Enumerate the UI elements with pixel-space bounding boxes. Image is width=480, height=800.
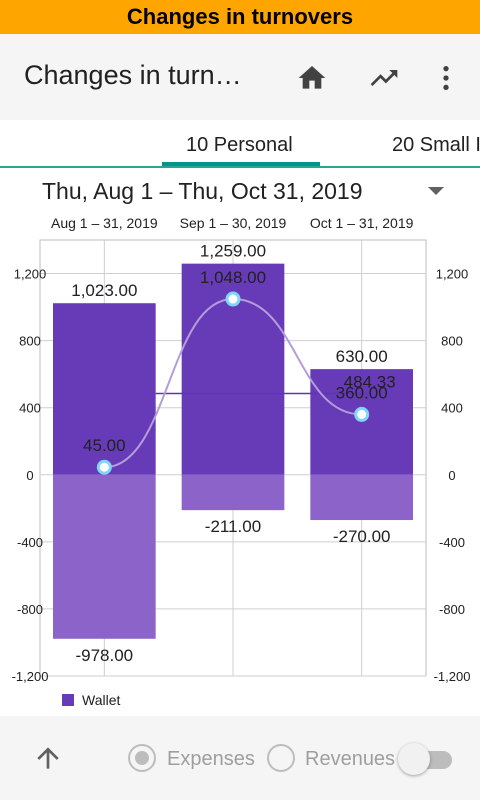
bar-negative bbox=[181, 474, 285, 511]
home-icon[interactable] bbox=[294, 60, 330, 96]
date-range-selector[interactable]: Thu, Aug 1 – Thu, Oct 31, 2019 bbox=[0, 168, 480, 216]
y-tick-label-right: -1,200 bbox=[434, 669, 471, 684]
expenses-radio-dot bbox=[135, 751, 149, 765]
x-category-label: Oct 1 – 31, 2019 bbox=[310, 215, 414, 231]
arrow-up-icon[interactable] bbox=[32, 740, 64, 781]
revenues-label[interactable]: Revenues bbox=[305, 748, 396, 770]
line-point-label: 360.00 bbox=[336, 383, 388, 402]
bar-positive-label: 1,023.00 bbox=[71, 281, 137, 300]
y-tick-label-left: -800 bbox=[17, 602, 43, 617]
chart-legend: Wallet bbox=[62, 692, 120, 708]
y-tick-label-right: 1,200 bbox=[436, 267, 469, 282]
tab-indicator bbox=[162, 162, 320, 166]
expenses-label[interactable]: Expenses bbox=[167, 748, 255, 770]
y-tick-label-left: -1,200 bbox=[12, 669, 49, 684]
dropdown-arrow-icon[interactable] bbox=[428, 187, 444, 195]
line-point-label: 45.00 bbox=[83, 436, 126, 455]
tabs-underline bbox=[0, 166, 480, 168]
bar-negative bbox=[310, 474, 413, 521]
expenses-radio[interactable] bbox=[128, 744, 156, 772]
x-category-label: Aug 1 – 31, 2019 bbox=[51, 215, 158, 231]
bar-positive bbox=[310, 369, 413, 475]
toggle-switch[interactable] bbox=[398, 743, 430, 775]
bar-positive-label: 1,259.00 bbox=[200, 242, 266, 261]
bar-negative-label: -211.00 bbox=[205, 517, 261, 536]
app-title: Changes in turn… bbox=[24, 60, 242, 90]
y-tick-label-right: -800 bbox=[439, 602, 465, 617]
legend-label: Wallet bbox=[82, 692, 121, 708]
banner-title: Changes in turnovers bbox=[126, 4, 354, 29]
legend-swatch bbox=[62, 694, 74, 706]
trending-up-icon[interactable] bbox=[366, 60, 402, 96]
y-tick-label-left: -400 bbox=[17, 535, 43, 550]
y-tick-label-right: 0 bbox=[448, 468, 455, 483]
x-category-label: Sep 1 – 30, 2019 bbox=[180, 215, 287, 231]
y-tick-label-left: 400 bbox=[19, 401, 41, 416]
average-label: 484.33 bbox=[344, 373, 396, 392]
line-point-label: 1,048.00 bbox=[200, 268, 266, 287]
bar-negative bbox=[53, 474, 156, 639]
tab-personal[interactable]: 10 Personal bbox=[186, 134, 293, 156]
date-range-label: Thu, Aug 1 – Thu, Oct 31, 2019 bbox=[42, 178, 363, 204]
y-tick-label-left: 1,200 bbox=[14, 267, 47, 282]
more-vert-icon[interactable] bbox=[428, 60, 464, 96]
y-tick-label-left: 800 bbox=[19, 334, 41, 349]
bar-positive-label: 630.00 bbox=[336, 347, 388, 366]
y-tick-label-right: 400 bbox=[441, 401, 463, 416]
line-point bbox=[96, 459, 112, 475]
line-point bbox=[225, 291, 241, 307]
y-tick-label-left: 0 bbox=[26, 468, 33, 483]
bar-negative-label: -270.00 bbox=[333, 527, 391, 546]
revenues-radio[interactable] bbox=[267, 744, 295, 772]
y-tick-label-right: -400 bbox=[439, 535, 465, 550]
chart-svg: -1,200 -1,200 -800 -800 -400 -400 0 0 400 400 800 8… bbox=[12, 215, 471, 684]
app-bar: Changes in turn… bbox=[0, 34, 480, 120]
tab-bar: 10 Personal 20 Small I bbox=[0, 120, 480, 168]
top-banner: Changes in turnovers bbox=[0, 0, 480, 34]
y-tick-label-right: 800 bbox=[441, 334, 463, 349]
tab-small[interactable]: 20 Small I bbox=[392, 134, 480, 156]
bar-negative-label: -978.00 bbox=[75, 646, 133, 665]
line-point bbox=[354, 406, 370, 422]
bottom-bar: Expenses Revenues bbox=[0, 716, 480, 800]
chart: -1,200 -1,200 -800 -800 -400 -400 0 0 400 400 800 8… bbox=[0, 210, 480, 715]
